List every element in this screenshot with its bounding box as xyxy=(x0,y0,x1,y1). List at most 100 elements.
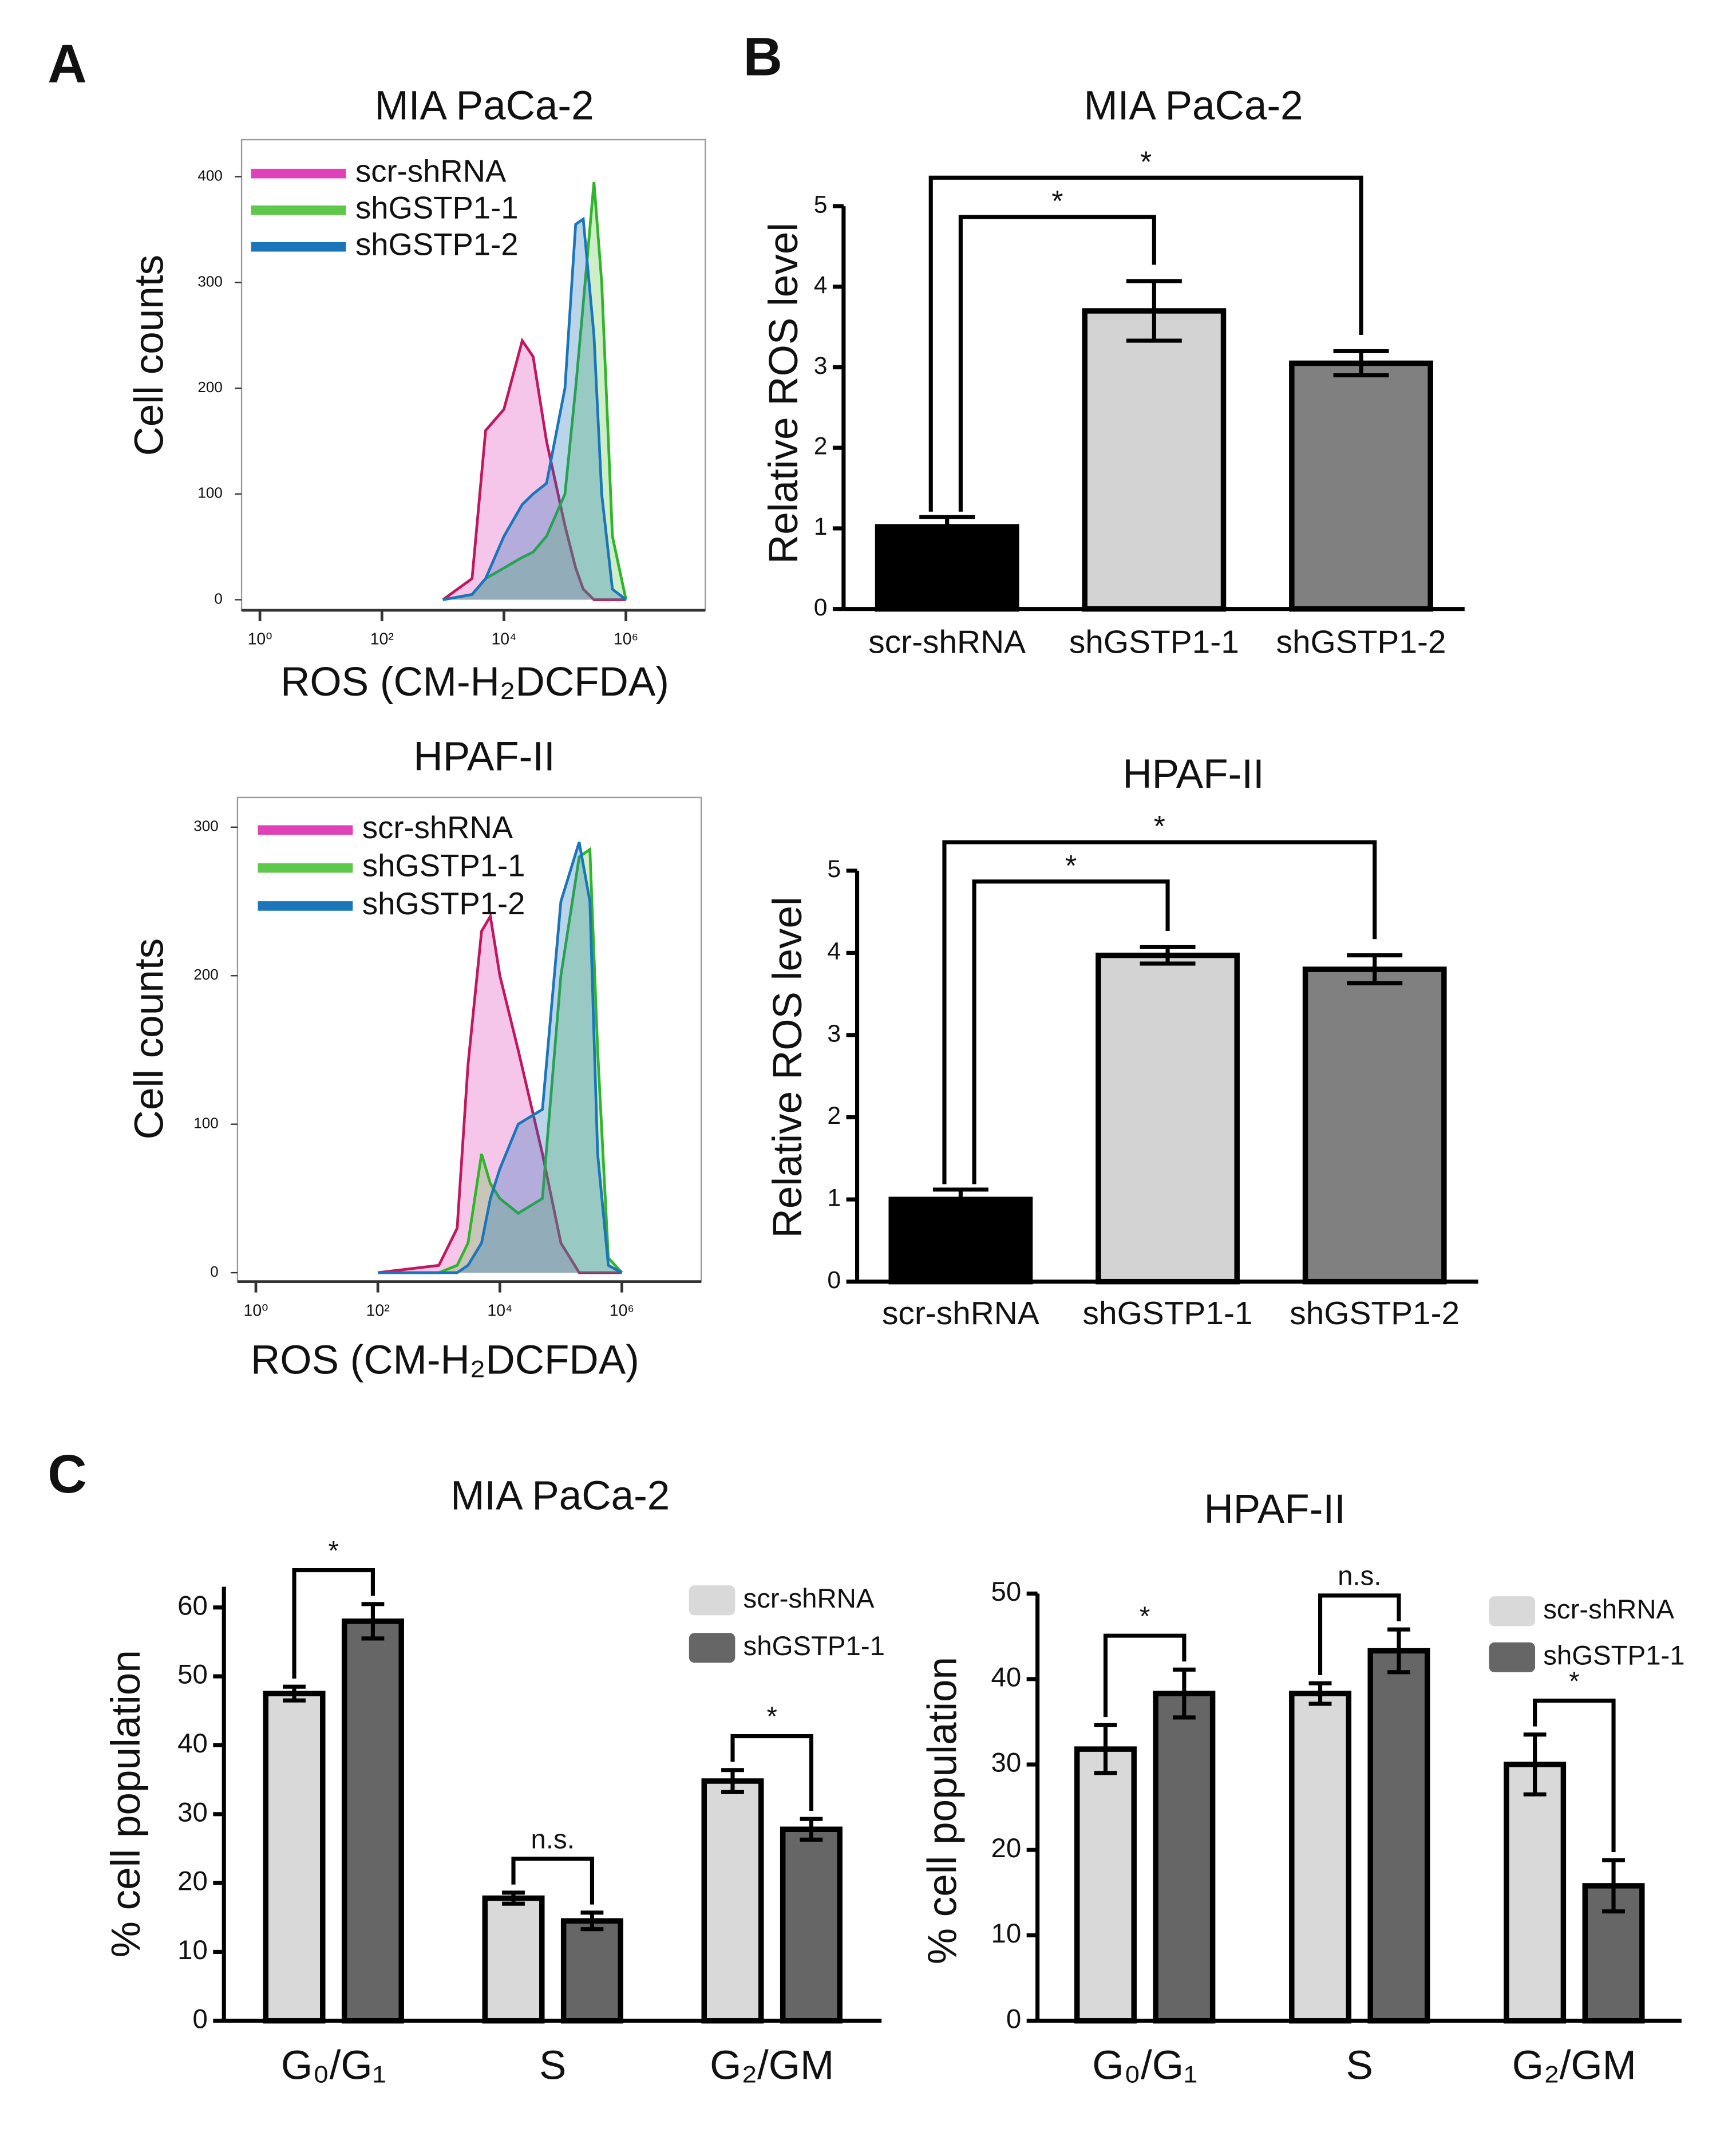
chart-title: HPAF-II xyxy=(1204,1487,1346,1532)
bar xyxy=(1302,966,1447,1285)
significance-bracket xyxy=(292,1568,375,1679)
significance-label: * xyxy=(1140,145,1152,179)
chart-title: MIA PaCa-2 xyxy=(1084,83,1303,128)
y-tick-label: 300 xyxy=(193,818,218,835)
y-tick-label: 20 xyxy=(177,1866,208,1897)
y-tick-label: 100 xyxy=(197,484,222,502)
x-tick-label: S xyxy=(1346,2043,1373,2088)
x-tick-label: scr-shRNA xyxy=(882,1296,1039,1332)
y-tick-label: 400 xyxy=(197,167,222,184)
significance-bracket xyxy=(1533,1698,1616,1852)
error-bar xyxy=(580,1910,604,1932)
bar xyxy=(875,524,1019,612)
y-tick-label: 3 xyxy=(827,1020,841,1047)
x-tick-label: 10⁰ xyxy=(248,630,272,649)
y-axis-label: Relative ROS level xyxy=(765,897,810,1238)
legend-label: shGSTP1-1 xyxy=(744,1631,885,1661)
error-bar xyxy=(1347,953,1403,986)
x-tick-label: G₀/G₁ xyxy=(1092,2043,1197,2088)
x-axis-label: ROS (CM-H₂DCFDA) xyxy=(251,1338,639,1383)
significance-label: * xyxy=(1140,1601,1150,1632)
area-fill xyxy=(378,916,622,1273)
y-tick-label: 0 xyxy=(210,1263,219,1280)
area-fill xyxy=(378,849,622,1273)
legend-label: shGSTP1-2 xyxy=(355,227,519,262)
area-fill xyxy=(442,341,626,600)
bar xyxy=(1082,308,1227,612)
panel-label: A xyxy=(48,33,86,94)
series-line xyxy=(442,181,627,601)
bar xyxy=(1367,1648,1430,2024)
y-tick-label: 100 xyxy=(193,1115,218,1132)
x-tick-label: S xyxy=(539,2043,566,2088)
bar xyxy=(263,1691,326,2024)
x-tick-label: shGSTP1-1 xyxy=(1069,624,1239,660)
significance-bracket xyxy=(1103,1633,1187,1718)
x-tick-label: shGSTP1-1 xyxy=(1083,1296,1253,1332)
legend-label: shGSTP1-2 xyxy=(362,886,525,921)
chart-title: MIA PaCa-2 xyxy=(375,83,594,128)
x-tick-label: 10² xyxy=(370,630,394,649)
y-axis-label: Cell counts xyxy=(126,938,172,1139)
y-tick-label: 10 xyxy=(177,1935,208,1965)
legend-swatch xyxy=(1489,1642,1536,1672)
y-axis-label: % cell population xyxy=(104,1650,149,1957)
y-tick-label: 300 xyxy=(197,273,222,290)
error-bar xyxy=(1333,349,1389,378)
error-bar xyxy=(1602,1858,1625,1914)
error-bar xyxy=(932,1187,988,1211)
bar xyxy=(1153,1691,1216,2024)
x-tick-label: G₂/GM xyxy=(710,2043,834,2088)
y-tick-label: 40 xyxy=(177,1728,208,1759)
significance-label: * xyxy=(1154,810,1165,843)
error-bar xyxy=(502,1890,525,1906)
y-tick-label: 50 xyxy=(177,1660,208,1690)
bar xyxy=(1289,360,1433,612)
legend-swatch xyxy=(689,1585,735,1616)
y-tick-label: 0 xyxy=(192,2004,207,2034)
significance-bracket xyxy=(958,215,1156,512)
area-fill xyxy=(378,842,622,1273)
legend-label: scr-shRNA xyxy=(362,810,513,845)
y-tick-label: 20 xyxy=(991,1833,1022,1863)
legend-label: shGSTP1-1 xyxy=(362,848,525,883)
x-tick-label: scr-shRNA xyxy=(868,624,1026,660)
panel-label: B xyxy=(744,27,782,88)
error-bar xyxy=(1126,279,1182,343)
error-bar xyxy=(1308,1681,1332,1706)
significance-label: * xyxy=(329,1535,339,1566)
significance-bracket xyxy=(511,1857,594,1905)
significance-bracket xyxy=(972,879,1170,1185)
x-tick-label: shGSTP1-2 xyxy=(1276,624,1446,660)
y-tick-label: 0 xyxy=(1006,2004,1021,2034)
series-line xyxy=(377,912,622,1274)
y-tick-label: 4 xyxy=(814,271,828,299)
y-tick-label: 2 xyxy=(814,432,828,460)
bar xyxy=(560,1918,623,2024)
y-tick-label: 60 xyxy=(177,1590,208,1621)
x-tick-label: G₂/GM xyxy=(1512,2043,1636,2088)
legend-label: scr-shRNA xyxy=(1543,1594,1674,1625)
significance-label: * xyxy=(1051,185,1063,218)
y-tick-label: 1 xyxy=(827,1184,841,1211)
bar xyxy=(1096,952,1240,1285)
y-tick-label: 5 xyxy=(827,855,841,883)
error-bar xyxy=(1172,1667,1196,1720)
y-tick-label: 0 xyxy=(214,590,223,607)
significance-label: * xyxy=(1569,1666,1579,1696)
error-bar xyxy=(1387,1627,1410,1675)
x-tick-label: 10⁶ xyxy=(610,1301,634,1320)
bar xyxy=(1504,1762,1567,2024)
area-fill xyxy=(442,219,626,600)
significance-bracket xyxy=(730,1734,813,1811)
y-tick-label: 2 xyxy=(827,1102,841,1130)
error-bar xyxy=(283,1684,306,1703)
y-tick-label: 40 xyxy=(991,1662,1022,1692)
x-tick-label: 10⁴ xyxy=(487,1301,512,1320)
significance-label: * xyxy=(766,1701,777,1732)
x-axis-label: ROS (CM-H₂DCFDA) xyxy=(280,660,669,705)
series-line xyxy=(442,216,627,601)
x-tick-label: 10⁰ xyxy=(244,1301,268,1320)
legend-swatch xyxy=(689,1633,735,1663)
